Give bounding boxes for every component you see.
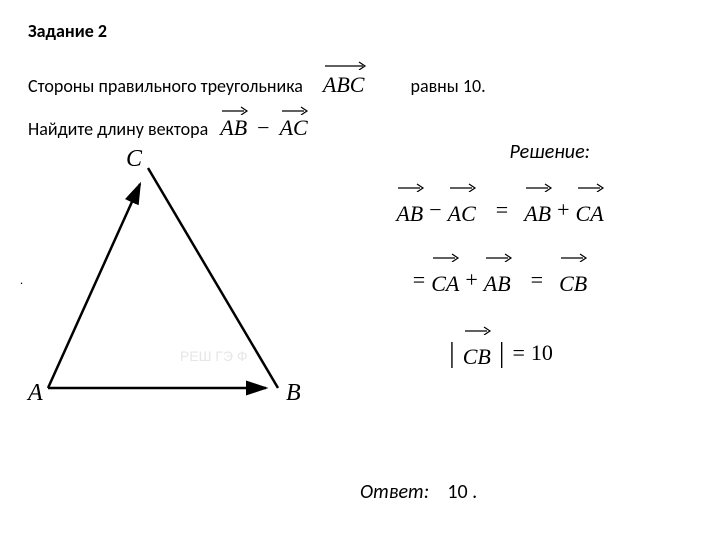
- answer-value: 10 .: [447, 480, 477, 504]
- problem-text-1: Стороны правильного треугольника: [28, 74, 303, 99]
- vertex-c: C: [126, 148, 143, 172]
- solution-line-1: AB − AC = AB + CA: [340, 182, 660, 238]
- solution-line-3: | CB | = 10: [340, 323, 660, 385]
- answer-label: Ответ:: [360, 480, 429, 504]
- minus-sign: −: [251, 113, 275, 144]
- vec-ac: AC: [280, 105, 308, 144]
- solution-equations: AB − AC = AB + CA = CA + AB = CB | CB | …: [340, 182, 660, 398]
- vec-ab: AB: [220, 105, 247, 144]
- abc-symbol: ABC: [323, 60, 365, 101]
- solution-line-2: = CA + AB = CB: [340, 252, 660, 308]
- answer-line: Ответ: 10 .: [360, 480, 477, 504]
- watermark: РЕШ ГЭ Ф: [180, 348, 248, 364]
- vertex-b: B: [286, 380, 301, 406]
- problem-text-equals: равны 10.: [410, 74, 485, 99]
- problem-text-2: Найдите длину вектора: [28, 117, 208, 142]
- task-header: Задание 2: [28, 20, 692, 42]
- solution-label: Решение:: [510, 140, 590, 164]
- vertex-a: A: [26, 380, 43, 406]
- problem-statement: Стороны правильного треугольника ABC рав…: [28, 60, 692, 144]
- triangle-figure: A B C: [18, 148, 318, 433]
